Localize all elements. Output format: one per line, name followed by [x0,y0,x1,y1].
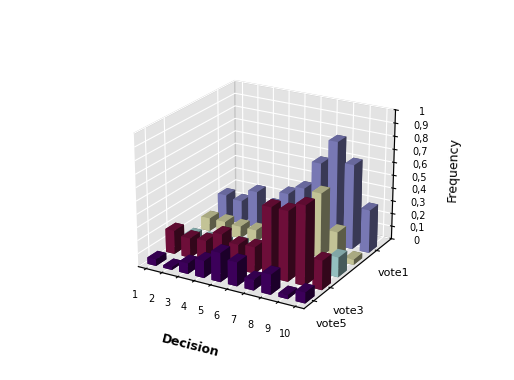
X-axis label: Decision: Decision [160,332,220,359]
